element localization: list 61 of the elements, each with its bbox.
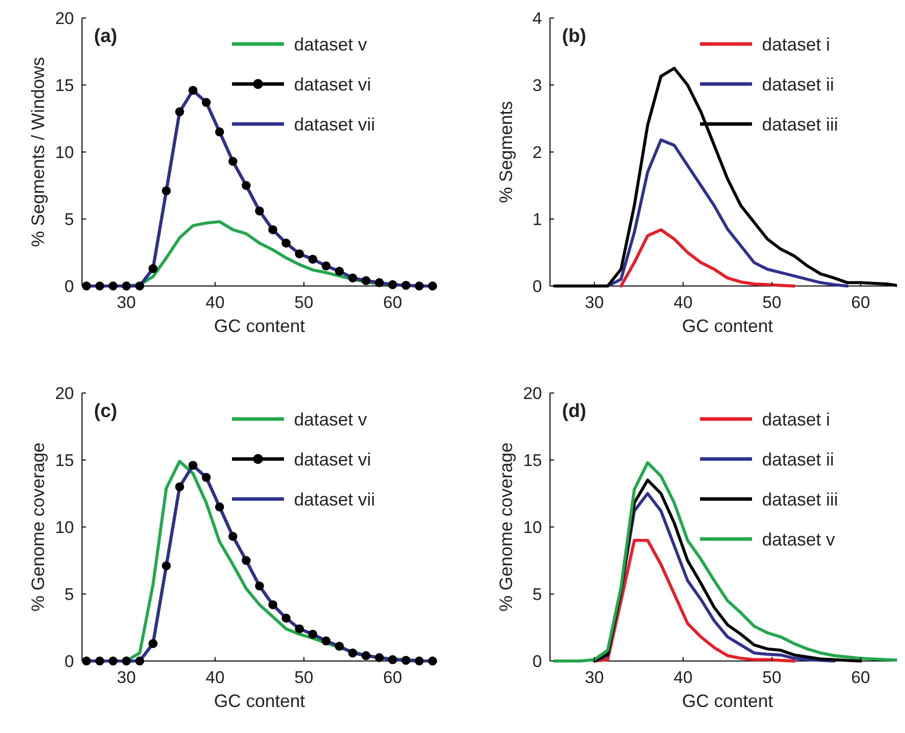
x-tick-label: 50	[762, 293, 782, 312]
legend-label: dataset vii	[294, 114, 376, 134]
legend-label: dataset i	[762, 34, 830, 54]
legend-label: dataset v	[762, 529, 836, 550]
legend-label: dataset v	[294, 409, 368, 430]
y-axis-title: % Genome coverage	[28, 442, 48, 612]
y-tick-label: 10	[55, 142, 74, 162]
y-tick-label: 0	[532, 652, 542, 671]
x-tick-label: 30	[116, 293, 136, 312]
x-tick-label: 60	[383, 293, 402, 312]
legend-label: dataset vi	[294, 74, 372, 94]
y-axis-title: % Segments	[496, 100, 516, 204]
chart-title: (b)	[562, 26, 586, 47]
x-tick-label: 60	[383, 668, 402, 687]
y-tick-label: 15	[55, 76, 74, 95]
y-tick-label: 10	[55, 518, 74, 537]
y-tick-label: 3	[532, 76, 542, 95]
y-tick-label: 4	[532, 8, 542, 28]
y-tick-label: 15	[523, 450, 542, 470]
y-tick-label: 15	[55, 450, 74, 470]
chart-title: (c)	[94, 401, 118, 422]
x-tick-label: 50	[762, 668, 782, 687]
legend-label: dataset v	[294, 34, 368, 54]
x-tick-label: 60	[851, 293, 870, 312]
y-axis-title: % Segments / Windows	[28, 56, 48, 248]
y-tick-label: 0	[64, 276, 74, 296]
y-tick-label: 20	[55, 8, 74, 28]
chart-title: (a)	[94, 26, 118, 47]
legend-label: dataset iii	[762, 114, 838, 134]
x-tick-label: 30	[116, 668, 136, 687]
chart-title: (d)	[562, 401, 586, 422]
x-tick-label: 30	[584, 293, 604, 312]
x-tick-label: 50	[294, 293, 314, 312]
x-tick-label: 60	[851, 668, 870, 687]
legend-label: dataset iii	[762, 489, 838, 510]
y-tick-label: 0	[532, 276, 542, 296]
y-tick-label: 20	[523, 384, 542, 403]
y-tick-label: 10	[523, 518, 542, 537]
y-axis-title: % Genome coverage	[496, 442, 516, 612]
x-axis-title: GC content	[682, 691, 774, 711]
y-tick-label: 20	[55, 384, 74, 403]
x-tick-label: 40	[674, 668, 693, 687]
y-tick-label: 2	[532, 142, 542, 162]
y-tick-label: 0	[64, 652, 74, 671]
legend-label: dataset vi	[294, 449, 372, 470]
x-tick-label: 50	[294, 668, 314, 687]
y-tick-label: 5	[532, 584, 542, 604]
legend-label: dataset i	[762, 409, 830, 430]
y-tick-label: 5	[64, 584, 74, 604]
legend-label: dataset vii	[294, 489, 376, 510]
y-tick-label: 1	[532, 210, 542, 229]
x-axis-title: GC content	[214, 691, 306, 711]
x-tick-label: 40	[674, 293, 693, 312]
x-axis-title: GC content	[682, 316, 774, 336]
x-tick-label: 40	[206, 293, 225, 312]
x-axis-title: GC content	[214, 316, 306, 336]
legend-label: dataset ii	[762, 449, 834, 470]
legend-label: dataset ii	[762, 74, 834, 94]
y-tick-label: 5	[64, 210, 74, 229]
x-tick-label: 30	[584, 668, 604, 687]
x-tick-label: 40	[206, 668, 225, 687]
